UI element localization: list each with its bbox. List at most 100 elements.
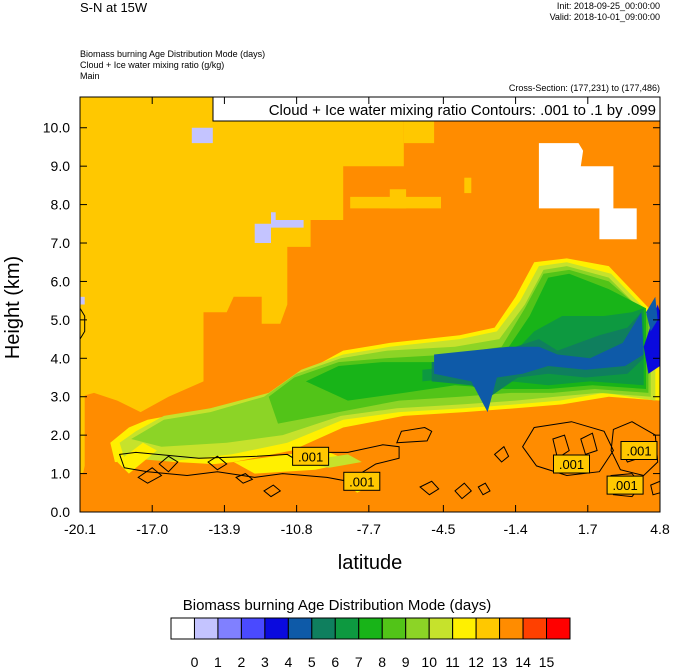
colorbar-swatch	[170, 617, 195, 640]
contour-label: .001	[298, 449, 323, 464]
y-tick-label: 5.0	[51, 312, 71, 328]
colorbar-label: 1	[214, 654, 222, 668]
y-tick-label: 9.0	[51, 158, 71, 174]
cloud-contour-ring-i	[477, 482, 491, 496]
age-fill-layer	[80, 97, 661, 512]
y-tick-label: 6.0	[51, 273, 71, 289]
y-tick-label: 3.0	[51, 389, 71, 405]
x-tick-label: -4.5	[431, 521, 455, 537]
colorbar-swatch	[381, 617, 407, 640]
age-fill-0-cloudfree	[538, 143, 637, 240]
cloud-contour-ring-d	[235, 473, 254, 484]
contour-label: .001	[626, 444, 651, 459]
x-tick-label: -10.8	[281, 521, 313, 537]
contour-label-box	[553, 454, 590, 474]
y-axis-label: Height (km)	[2, 256, 24, 359]
init-time: Init: 2018-09-25_00:00:00	[556, 1, 660, 11]
contour-label-box	[606, 475, 644, 495]
cloud-contour-north-c	[580, 432, 598, 456]
contour-label: .001	[559, 457, 584, 472]
plot-frame	[79, 96, 661, 513]
x-tick-label: -13.9	[208, 521, 240, 537]
x-tick-label: 4.8	[650, 521, 670, 537]
contour-info-text: Cloud + Ice water mixing ratio Contours:…	[269, 102, 656, 119]
cross-section-label: Cross-Section: (177,231) to (177,486)	[508, 83, 660, 93]
cloud-contour-north-b	[552, 434, 570, 460]
colorbar-label: 8	[378, 654, 386, 668]
colorbar-label: 2	[238, 654, 246, 668]
x-tick-label: -20.1	[64, 521, 96, 537]
colorbar-label: 11	[445, 654, 460, 668]
valid-time: Valid: 2018-10-01_09:00:00	[549, 12, 660, 22]
colorbar-label: 10	[421, 654, 437, 668]
cloud-contour-ring-a	[396, 426, 433, 444]
cloud-contour-ring-b	[158, 455, 179, 473]
cloud-contour-north-a	[522, 421, 614, 477]
colorbar-title: Biomass burning Age Distribution Mode (d…	[182, 597, 492, 614]
cloud-contour-ring-f	[263, 484, 282, 498]
contour-label: .001	[349, 474, 374, 489]
colorbar-label: 13	[492, 654, 508, 668]
x-tick-label: 1.7	[578, 521, 598, 537]
y-tick-label: 10.0	[43, 120, 70, 136]
cloud-contour-north-d	[610, 421, 659, 477]
colorbar-label: 6	[331, 654, 339, 668]
colorbar-label: 7	[355, 654, 363, 668]
colorbar-swatch	[522, 617, 548, 640]
field-label-aerosol: Biomass burning Age Distribution Mode (d…	[80, 49, 266, 59]
contour-label-box	[292, 446, 330, 466]
age-fill-14-low	[80, 412, 660, 512]
cloud-contour-ring-c	[137, 467, 163, 484]
colorbar-swatch	[546, 617, 571, 640]
age-fill-13-patch	[389, 189, 407, 209]
colorbar-label: 12	[468, 654, 484, 668]
cloud-contour-ring-h	[454, 482, 473, 500]
x-tick-label: -17.0	[136, 521, 168, 537]
age-fill-12-low-a	[117, 442, 157, 474]
colorbar-label: 5	[308, 654, 316, 668]
colorbar: 0 1 2 3 4 5 6 7 8 9 10 11 12 13 14 15	[170, 617, 571, 668]
contour-label: .001	[612, 478, 637, 493]
y-tick-label: 2.0	[51, 427, 71, 443]
age-fill-5	[434, 312, 644, 413]
colorbar-swatch	[358, 617, 383, 640]
age-fill-13-south	[80, 97, 404, 413]
colorbar-label: 9	[402, 654, 410, 668]
cloud-contour-ring-g	[419, 480, 440, 496]
colorbar-label: 0	[191, 654, 199, 668]
colorbar-swatch	[499, 617, 524, 640]
y-tick-label: 0.0	[51, 504, 71, 520]
cloud-contour-main	[118, 444, 400, 482]
age-fill-5-north	[646, 296, 658, 332]
age-fill-13-edge	[80, 97, 85, 489]
y-tick-label: 4.0	[51, 350, 71, 366]
cloud-contour-ring-j	[493, 445, 510, 463]
field-label-main: Main	[80, 71, 100, 81]
y-tick-label: 1.0	[51, 466, 71, 482]
colorbar-swatch	[428, 617, 454, 640]
colorbar-swatch	[334, 617, 360, 640]
colorbar-swatch	[452, 617, 477, 640]
cloud-contour-ring-e	[207, 455, 228, 471]
colorbar-label: 14	[515, 654, 531, 668]
colorbar-swatch	[240, 617, 266, 640]
y-tick-label: 8.0	[51, 197, 71, 213]
colorbar-label: 15	[539, 654, 555, 668]
x-tick-label: -1.4	[504, 521, 528, 537]
colorbar-swatch	[311, 617, 336, 640]
contour-label-box	[620, 441, 658, 460]
field-label-cloud: Cloud + Ice water mixing ratio (g/kg)	[80, 60, 225, 70]
contour-label-box	[343, 471, 381, 491]
page-title: S-N at 15W	[80, 0, 148, 15]
colorbar-label: 3	[261, 654, 269, 668]
age-fill-1-edge	[80, 296, 85, 305]
age-fill-10	[131, 266, 651, 447]
plot-axes: -20.1 -17.0 -13.9 -10.8 -7.7 -4.5 -1.4 1.7 4.8 0.…	[2, 96, 670, 574]
age-fill-1-patch-a	[191, 127, 213, 144]
colorbar-swatch	[405, 617, 430, 640]
contour-info-box: Cloud + Ice water mixing ratio Contours:…	[212, 96, 661, 122]
colorbar-swatch	[193, 617, 219, 640]
colorbar-swatch	[475, 617, 501, 640]
age-fill-1-patch-b	[254, 212, 304, 243]
